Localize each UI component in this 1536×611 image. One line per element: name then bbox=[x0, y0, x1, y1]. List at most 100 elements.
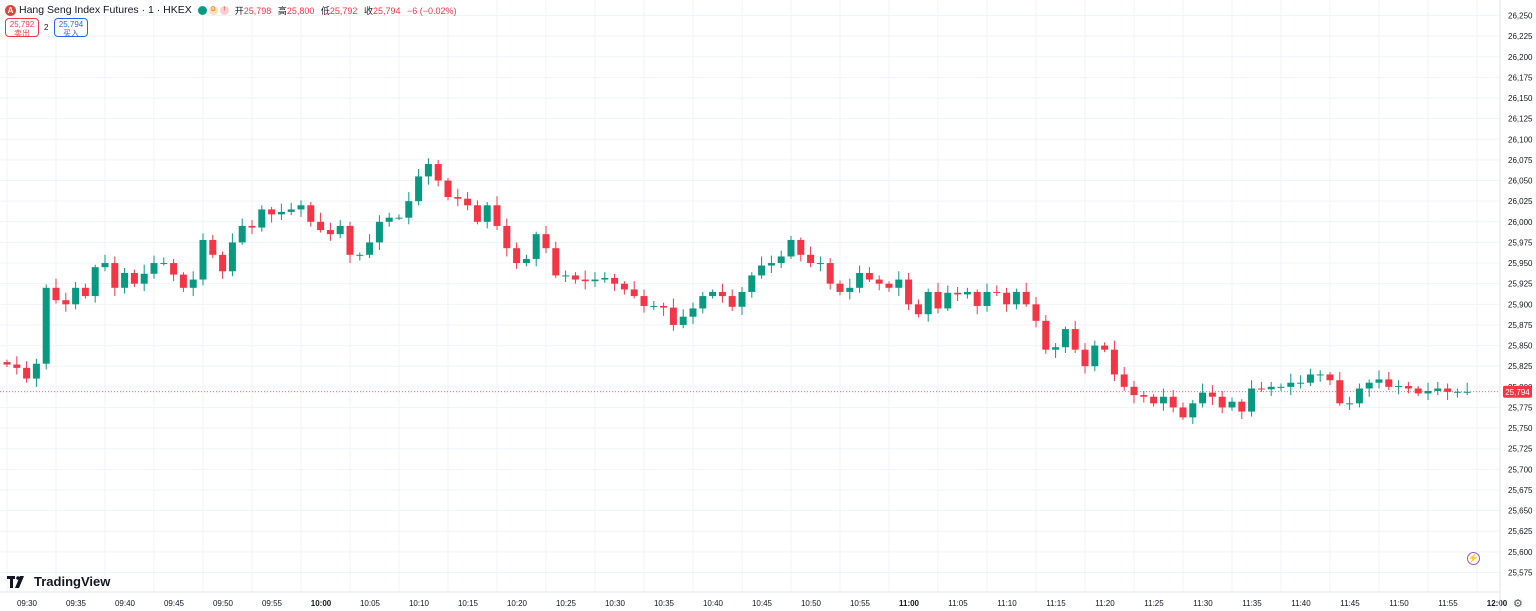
candle-body bbox=[954, 292, 962, 295]
candle-body bbox=[738, 291, 746, 307]
x-tick-label: 10:45 bbox=[752, 599, 773, 608]
candle-body bbox=[483, 205, 491, 222]
x-tick-label: 10:25 bbox=[556, 599, 577, 608]
candle-body bbox=[1120, 374, 1128, 387]
symbol-title[interactable]: Hang Seng Index Futures · 1 · HKEX bbox=[19, 4, 192, 16]
candle-body bbox=[1326, 374, 1334, 381]
candle-body bbox=[189, 279, 197, 288]
gear-icon[interactable]: ⚙ bbox=[1513, 598, 1523, 610]
candle-body bbox=[767, 263, 775, 266]
candle-body bbox=[62, 300, 70, 305]
candle-body bbox=[777, 256, 785, 264]
candle-body bbox=[1248, 388, 1256, 412]
open-value: 25,798 bbox=[243, 5, 272, 16]
candle-body bbox=[52, 287, 60, 301]
candle-body bbox=[816, 263, 824, 265]
x-tick-label: 10:10 bbox=[409, 599, 430, 608]
candle-body bbox=[944, 292, 952, 309]
alert-badge[interactable]: ! bbox=[219, 5, 229, 15]
y-tick-label: 25,700 bbox=[1508, 465, 1533, 474]
candle-body bbox=[405, 201, 413, 218]
spread-value: 2 bbox=[44, 23, 49, 32]
candle-body bbox=[248, 225, 256, 228]
sell-label: 卖出 bbox=[14, 29, 30, 38]
candle-body bbox=[513, 248, 521, 264]
candle-body bbox=[464, 198, 472, 206]
candle-body bbox=[13, 364, 21, 368]
candle-body bbox=[611, 277, 619, 284]
candle-body bbox=[493, 205, 501, 226]
y-tick-label: 26,225 bbox=[1508, 32, 1533, 41]
candle-body bbox=[199, 239, 207, 280]
candle-body bbox=[1071, 329, 1079, 350]
candle-body bbox=[336, 225, 344, 235]
y-tick-label: 26,050 bbox=[1508, 177, 1533, 186]
candle-body bbox=[993, 291, 1001, 293]
candle-body bbox=[385, 217, 393, 222]
x-tick-label: 11:10 bbox=[997, 599, 1017, 608]
x-tick-label: 09:35 bbox=[66, 599, 87, 608]
sell-button[interactable]: 25,792 卖出 bbox=[5, 18, 39, 38]
candle-body bbox=[415, 176, 423, 202]
candle-body bbox=[846, 287, 854, 292]
candle-body bbox=[963, 291, 971, 295]
candle-body bbox=[375, 221, 383, 243]
tradingview-logo[interactable]: TradingView bbox=[7, 574, 110, 589]
candle-body bbox=[258, 209, 266, 228]
candle-body bbox=[914, 304, 922, 315]
candle-body bbox=[434, 164, 442, 181]
y-tick-label: 25,600 bbox=[1508, 548, 1533, 557]
y-tick-label: 26,200 bbox=[1508, 53, 1533, 62]
y-tick-label: 25,725 bbox=[1508, 445, 1533, 454]
y-tick-label: 25,875 bbox=[1508, 321, 1533, 330]
x-tick-label: 11:35 bbox=[1242, 599, 1262, 608]
y-tick-label: 26,125 bbox=[1508, 115, 1533, 124]
candle-body bbox=[101, 263, 109, 268]
candle-body bbox=[297, 205, 305, 210]
y-tick-label: 25,825 bbox=[1508, 362, 1533, 371]
market-status-icon[interactable] bbox=[197, 5, 207, 15]
candle-body bbox=[473, 205, 481, 222]
x-tick-label: 10:05 bbox=[360, 599, 381, 608]
x-tick-label: 09:55 bbox=[262, 599, 283, 608]
x-tick-label: 09:30 bbox=[17, 599, 38, 608]
candle-body bbox=[1375, 379, 1383, 383]
candle-body bbox=[934, 291, 942, 309]
candle-body bbox=[366, 242, 374, 255]
candle-body bbox=[1081, 349, 1089, 367]
x-tick-label: 10:50 bbox=[801, 599, 822, 608]
ohlc-readout: 开25,798 高25,800 低25,792 收25,794 −6 (−0.0… bbox=[235, 4, 461, 17]
candle-body bbox=[1150, 396, 1158, 404]
candle-body bbox=[287, 209, 295, 212]
y-tick-label: 25,575 bbox=[1508, 569, 1533, 578]
candle-body bbox=[836, 283, 844, 292]
candle-body bbox=[1444, 388, 1452, 392]
candle-body bbox=[1218, 396, 1226, 408]
candle-body bbox=[1385, 379, 1393, 387]
candle-body bbox=[640, 296, 648, 306]
y-tick-label: 25,750 bbox=[1508, 424, 1533, 433]
candle-body bbox=[1189, 403, 1197, 418]
exchange-logo-icon: A bbox=[5, 4, 16, 16]
candle-body bbox=[326, 230, 334, 235]
candle-body bbox=[23, 367, 31, 379]
candle-body bbox=[209, 239, 217, 255]
delayed-data-badge[interactable]: D bbox=[208, 5, 218, 15]
candle-body bbox=[895, 279, 903, 288]
change-value: −6 (−0.02%) bbox=[407, 5, 457, 16]
candle-body bbox=[346, 225, 354, 255]
candle-body bbox=[1277, 386, 1285, 388]
candle-body bbox=[238, 225, 246, 243]
candle-body bbox=[807, 254, 815, 264]
close-label: 收 bbox=[363, 5, 373, 16]
candle-body bbox=[571, 275, 579, 280]
x-tick-label: 10:30 bbox=[605, 599, 626, 608]
candle-body bbox=[1199, 392, 1207, 404]
buy-button[interactable]: 25,794 买入 bbox=[54, 18, 88, 38]
candle-body bbox=[718, 291, 726, 297]
x-tick-label: 11:20 bbox=[1095, 599, 1115, 608]
candle-body bbox=[454, 197, 462, 199]
candle-body bbox=[1336, 380, 1344, 404]
lightning-icon[interactable]: ⚡ bbox=[1467, 552, 1480, 565]
